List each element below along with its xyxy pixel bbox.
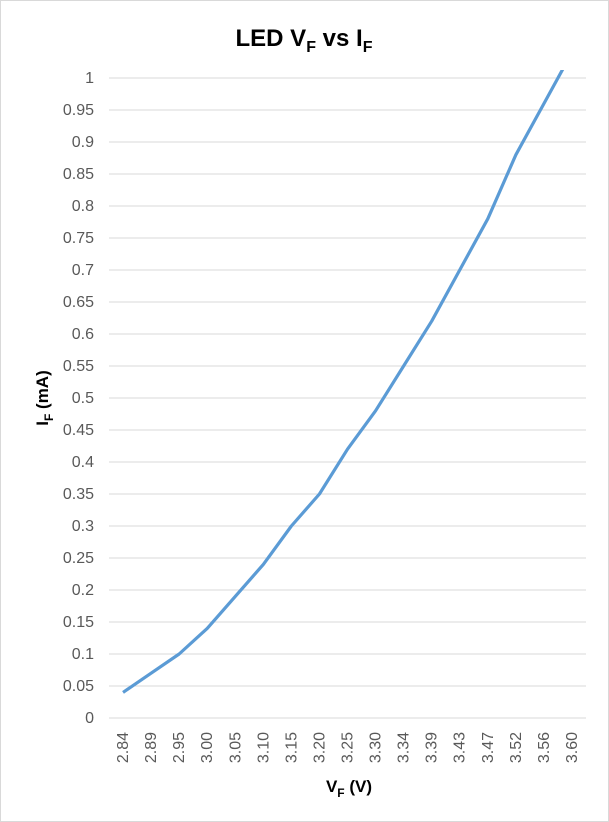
chart-title: LED VF vs IF [236, 25, 373, 56]
series-line-group [122, 70, 565, 694]
y-tick-label: 0 [85, 710, 94, 727]
x-tick-label: 3.05 [227, 732, 244, 763]
y-tick-label: 0.05 [63, 678, 94, 695]
y-tick-label: 0.3 [72, 518, 94, 535]
x-tick-label: 3.47 [480, 732, 497, 763]
x-tick-label: 3.30 [368, 732, 385, 763]
x-tick-label: 2.84 [115, 732, 132, 763]
y-tick-label: 0.1 [72, 646, 94, 663]
x-tick-label: 3.56 [536, 732, 553, 763]
y-tick-label: 0.8 [72, 198, 94, 215]
y-tick-label: 0.9 [72, 134, 94, 151]
y-tick-label: 0.25 [63, 550, 94, 567]
x-tick-label: 3.39 [424, 732, 441, 763]
y-tick-label: 0.5 [72, 390, 94, 407]
x-tick-label: 3.34 [396, 732, 413, 763]
y-tick-label: 0.35 [63, 486, 94, 503]
y-tick-label: 0.45 [63, 422, 94, 439]
x-axis-label: VF (V) [326, 777, 372, 800]
x-tick-label: 3.43 [452, 732, 469, 763]
y-tick-label: 0.55 [63, 358, 94, 375]
x-tick-labels: 2.84 2.89 2.95 3.00 3.05 3.10 3.15 3.20 3.25 3.30… [115, 732, 581, 763]
y-axis-label: IF (mA) [33, 370, 56, 426]
x-tick-label: 3.00 [199, 732, 216, 763]
y-tick-label: 0.65 [63, 294, 94, 311]
y-tick-label: 0.7 [72, 262, 94, 279]
x-tick-label: 3.60 [564, 732, 581, 763]
x-tick-label: 2.89 [143, 732, 160, 763]
y-tick-label: 0.2 [72, 582, 94, 599]
y-tick-labels: 0 0.05 0.1 0.15 0.2 0.25 0.3 0.35 0.4 0.45 0.5 0.55… [63, 70, 94, 727]
y-tick-label: 0.6 [72, 326, 94, 343]
x-tick-label: 3.25 [340, 732, 357, 763]
y-tick-label: 0.4 [72, 454, 94, 471]
series-line [122, 70, 565, 694]
x-tick-label: 3.15 [283, 732, 300, 763]
y-tick-label: 0.95 [63, 102, 94, 119]
gridlines [109, 77, 586, 719]
y-tick-label: 0.15 [63, 614, 94, 631]
x-tick-label: 3.10 [255, 732, 272, 763]
y-tick-label: 1 [85, 70, 94, 87]
x-tick-label: 2.95 [171, 732, 188, 763]
y-tick-label: 0.75 [63, 230, 94, 247]
y-tick-label: 0.85 [63, 166, 94, 183]
x-tick-label: 3.52 [508, 732, 525, 763]
x-tick-label: 3.20 [311, 732, 328, 763]
